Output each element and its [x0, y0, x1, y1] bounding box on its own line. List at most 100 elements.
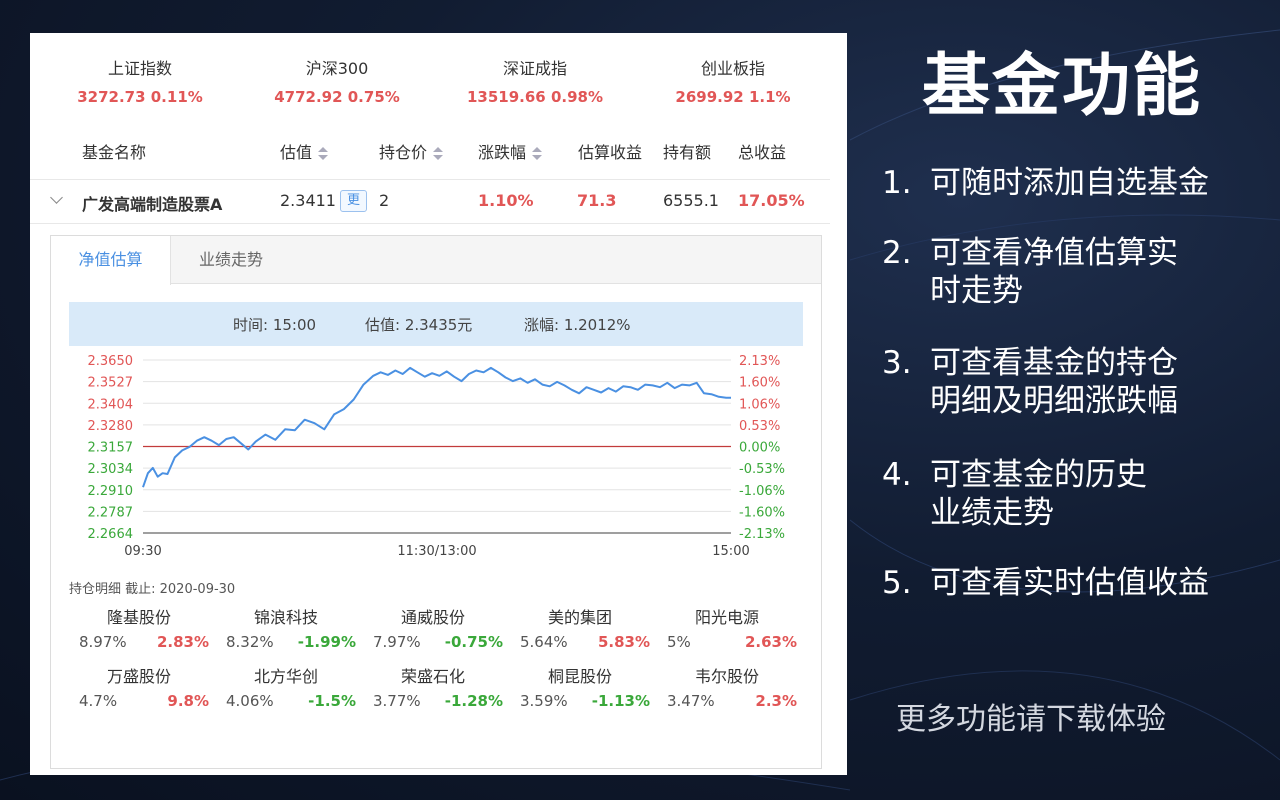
col-hold-price[interactable]: 持仓价 — [379, 139, 444, 163]
fund-total-profit: 17.05% — [738, 191, 805, 210]
y-tick-right: 0.00% — [739, 441, 780, 456]
holding-name: 通威股份 — [400, 608, 465, 627]
index-name: 创业板指 — [700, 59, 765, 78]
holding-name: 韦尔股份 — [694, 667, 759, 686]
download-prompt[interactable]: 更多功能请下载体验 — [896, 702, 1166, 737]
holding-name: 锦浪科技 — [253, 608, 318, 627]
tab-performance[interactable]: 业绩走势 — [198, 250, 263, 269]
col-fund-name: 基金名称 — [82, 143, 147, 162]
update-button[interactable]: 更 — [340, 189, 368, 212]
divider — [30, 179, 830, 180]
holding-weight: 4.06% — [226, 692, 274, 710]
feature-item: 5. 可查看实时估值收益 — [882, 564, 1209, 602]
holding-weight: 7.97% — [373, 633, 421, 651]
holdings-grid: 隆基股份 8.97% 2.83% 锦浪科技 8.32% -1.99% 通威股份 7.97% -0… — [69, 604, 809, 724]
feature-item: 2. 可查看净值估算实 时走势 — [882, 234, 1178, 310]
col-estimate[interactable]: 估值 — [280, 139, 329, 163]
holding-change: -1.13% — [591, 692, 650, 710]
tab-nav-estimate[interactable]: 净值估算 — [51, 236, 171, 285]
market-indices: 上证指数 3272.73 0.11% 沪深300 4772.92 0.75% 深… — [30, 33, 847, 123]
holding-weight: 3.77% — [373, 692, 421, 710]
holding-weight: 3.47% — [667, 692, 715, 710]
update-button-label: 更 — [340, 190, 368, 212]
fund-change: 1.10% — [478, 191, 534, 210]
feature-text-cont: 时走势 — [930, 273, 1023, 309]
holding-weight: 8.97% — [79, 633, 127, 651]
holding-weight: 8.32% — [226, 633, 274, 651]
holding-item[interactable]: 阳光电源 5% 2.63% — [657, 604, 797, 651]
sort-icon[interactable] — [318, 146, 329, 161]
col-change[interactable]: 涨跌幅 — [478, 139, 543, 163]
holding-item[interactable]: 美的集团 5.64% 5.83% — [510, 604, 650, 651]
holding-name: 桐昆股份 — [547, 667, 612, 686]
divider — [30, 223, 830, 224]
feature-item: 1. 可随时添加自选基金 — [882, 164, 1209, 202]
x-tick: 11:30/13:00 — [397, 544, 476, 559]
fund-holding: 6555.1 — [663, 191, 719, 210]
index-value: 2699.92 1.1% — [675, 88, 791, 106]
index-szse[interactable]: 深证成指 13519.66 0.98% — [435, 55, 635, 106]
index-sse[interactable]: 上证指数 3272.73 0.11% — [40, 55, 240, 106]
fund-estimate: 2.3411 — [280, 191, 336, 210]
feature-text: 可查看基金的持仓 — [930, 345, 1178, 381]
index-name: 深证成指 — [502, 59, 567, 78]
y-tick-right: 0.53% — [739, 419, 780, 434]
feature-number: 2. — [882, 235, 912, 271]
sort-icon[interactable] — [433, 146, 444, 161]
detail-tabs: 净值估算 业绩走势 — [51, 236, 821, 285]
y-tick-left: 2.2910 — [88, 484, 134, 499]
fund-name[interactable]: 广发高端制造股票A — [82, 195, 223, 214]
feature-text: 可随时添加自选基金 — [930, 165, 1209, 201]
y-tick-right: 1.60% — [739, 376, 780, 391]
feature-number: 4. — [882, 457, 912, 493]
feature-title: 基金功能 — [922, 47, 1203, 126]
holding-item[interactable]: 万盛股份 4.7% 9.8% — [69, 663, 209, 710]
info-change: 涨幅: 1.2012% — [524, 316, 631, 334]
y-tick-right: -1.06% — [739, 484, 785, 499]
info-estimate: 估值: 2.3435元 — [365, 316, 473, 334]
feature-text: 可查基金的历史 — [930, 457, 1147, 493]
holding-item[interactable]: 荣盛石化 3.77% -1.28% — [363, 663, 503, 710]
y-tick-left: 2.2664 — [88, 527, 134, 542]
col-estimate-label: 估值 — [280, 143, 313, 162]
y-tick-left: 2.3280 — [88, 419, 134, 434]
holding-change: 2.3% — [755, 692, 797, 710]
feature-text: 可查看净值估算实 — [930, 235, 1178, 271]
feature-sidebar: 基金功能 1. 可随时添加自选基金 2. 可查看净值估算实 时走势 3. 可查看基金的… — [866, 0, 1280, 800]
holding-change: 2.63% — [744, 633, 797, 651]
y-tick-right: -0.53% — [739, 462, 785, 477]
holding-item[interactable]: 北方华创 4.06% -1.5% — [216, 663, 356, 710]
feature-text: 可查看实时估值收益 — [930, 565, 1209, 601]
holding-change: -1.5% — [308, 692, 356, 710]
index-value: 3272.73 0.11% — [77, 88, 203, 106]
feature-number: 5. — [882, 565, 912, 601]
fund-row[interactable]: 广发高端制造股票A 2.3411 更 2 1.10% 71.3 6555.1 1… — [30, 185, 847, 221]
index-hs300[interactable]: 沪深300 4772.92 0.75% — [237, 55, 437, 106]
feature-number: 3. — [882, 345, 912, 381]
index-chinext[interactable]: 创业板指 2699.92 1.1% — [633, 55, 833, 106]
holding-weight: 5% — [667, 633, 691, 651]
fund-app-panel: 上证指数 3272.73 0.11% 沪深300 4772.92 0.75% 深… — [30, 33, 847, 775]
index-value: 13519.66 0.98% — [466, 88, 604, 106]
holding-item[interactable]: 隆基股份 8.97% 2.83% — [69, 604, 209, 651]
index-value: 4772.92 0.75% — [274, 88, 400, 106]
holding-change: -1.99% — [297, 633, 356, 651]
holding-name: 北方华创 — [253, 667, 318, 686]
holding-item[interactable]: 通威股份 7.97% -0.75% — [363, 604, 503, 651]
holding-change: 2.83% — [156, 633, 209, 651]
holding-item[interactable]: 韦尔股份 3.47% 2.3% — [657, 663, 797, 710]
nav-estimate-chart[interactable]: 2.3650 2.13% 2.3527 1.60% 2.3404 1.06% 2.3280 0… — [51, 346, 821, 576]
feature-text-cont: 明细及明细涨跌幅 — [930, 383, 1178, 419]
fund-table-header: 基金名称 估值 持仓价 涨跌幅 估算收益 持有额 总收益 — [30, 135, 847, 165]
col-est-profit: 估算收益 — [578, 143, 643, 162]
y-tick-right: -2.13% — [739, 527, 785, 542]
col-total-profit: 总收益 — [738, 143, 787, 162]
y-tick-right: 1.06% — [739, 397, 780, 412]
holding-item[interactable]: 桐昆股份 3.59% -1.13% — [510, 663, 650, 710]
holding-name: 美的集团 — [547, 608, 612, 627]
holdings-title: 持仓明细 截止: 2020-09-30 — [69, 582, 236, 597]
sort-icon[interactable] — [532, 146, 543, 161]
holding-item[interactable]: 锦浪科技 8.32% -1.99% — [216, 604, 356, 651]
chevron-down-icon[interactable] — [50, 191, 63, 204]
y-tick-left: 2.2787 — [88, 505, 134, 520]
